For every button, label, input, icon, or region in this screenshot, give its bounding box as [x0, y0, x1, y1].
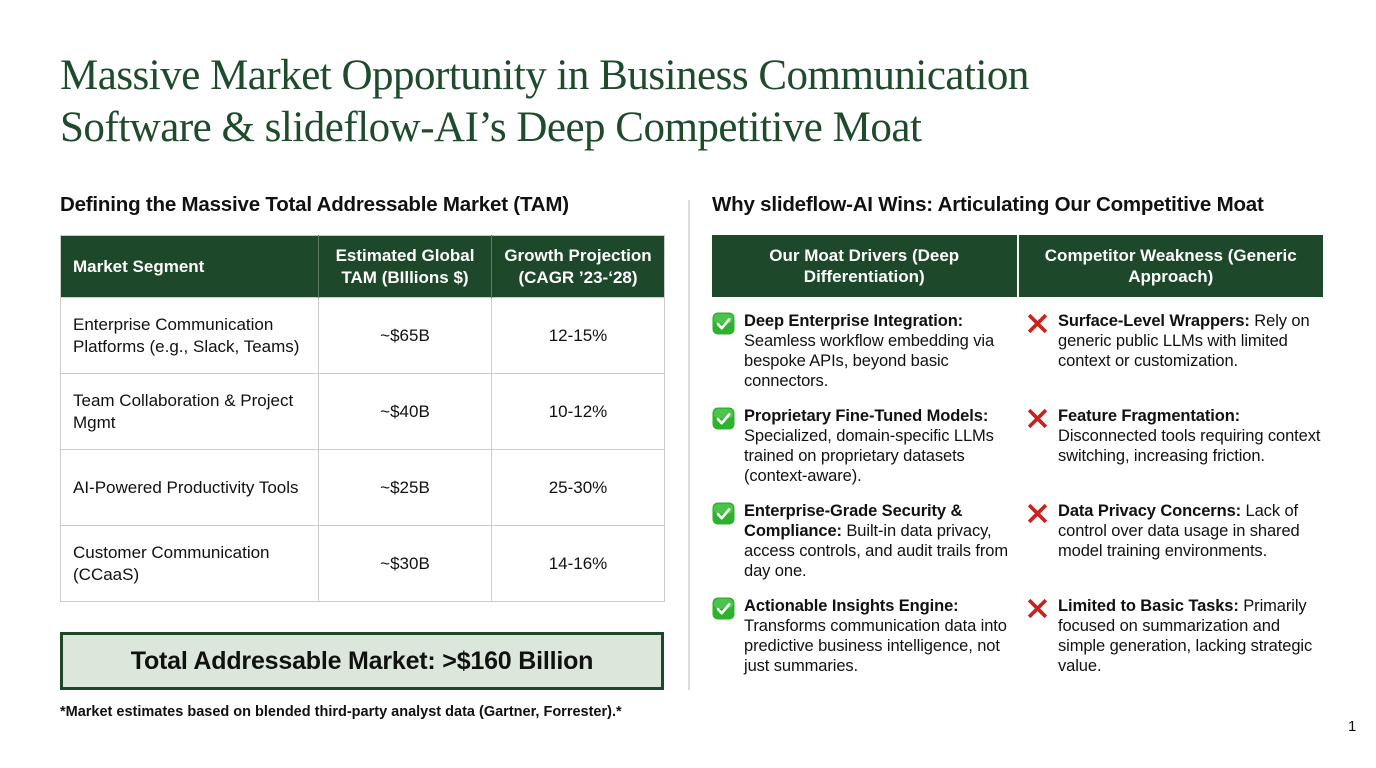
moat-weakness-body: Lack of control over data usage in share… — [1058, 502, 1300, 560]
moat-header-row: Our Moat Drivers (Deep Differentiation) … — [712, 235, 1323, 297]
moat-weakness-body: Rely on generic public LLMs with limited… — [1058, 312, 1310, 370]
moat-weakness-title: Limited to Basic Tasks: — [1058, 597, 1239, 615]
moat-driver-body: Built-in data privacy, access controls, … — [744, 522, 1008, 580]
moat-weakness-cell: Feature Fragmentation: Disconnected tool… — [1026, 406, 1323, 486]
cross-icon — [1027, 313, 1048, 334]
growth-cell: 12-15% — [491, 297, 665, 374]
tam-cell: ~$40B — [318, 373, 492, 450]
moat-weakness-body: Primarily focused on summarization and s… — [1058, 597, 1313, 675]
segment-cell: Customer Communication (CCaaS) — [60, 525, 319, 602]
column-divider — [688, 200, 690, 690]
tam-header-tam: Estimated Global TAM (BIllions $) — [318, 235, 492, 298]
moat-row: Proprietary Fine-Tuned Models: Specializ… — [712, 406, 1323, 486]
moat-rows: Deep Enterprise Integration: Seamless wo… — [712, 311, 1323, 676]
moat-weakness-text: Limited to Basic Tasks: Primarily focuse… — [1058, 596, 1323, 676]
tam-table: Market Segment Estimated Global TAM (BIl… — [60, 235, 665, 602]
moat-row: Enterprise-Grade Security & Compliance: … — [712, 501, 1323, 581]
tam-header-segment: Market Segment — [60, 235, 319, 298]
growth-cell: 14-16% — [491, 525, 665, 602]
moat-row: Actionable Insights Engine: Transforms c… — [712, 596, 1323, 676]
moat-driver-text: Proprietary Fine-Tuned Models: Specializ… — [744, 406, 1009, 486]
table-row: AI-Powered Productivity Tools ~$25B 25-3… — [60, 449, 665, 526]
moat-header-weakness: Competitor Weakness (Generic Approach) — [1044, 245, 1297, 286]
table-row: Customer Communication (CCaaS) ~$30B 14-… — [60, 525, 665, 602]
moat-driver-title: Proprietary Fine-Tuned Models: — [744, 407, 989, 425]
market-estimates-footnote: *Market estimates based on blended third… — [60, 704, 622, 720]
moat-driver-body: Specialized, domain-specific LLMs traine… — [744, 427, 994, 485]
cross-icon — [1027, 598, 1048, 619]
moat-driver-text: Actionable Insights Engine: Transforms c… — [744, 596, 1009, 676]
moat-weakness-body: Disconnected tools requiring context swi… — [1058, 427, 1321, 465]
tam-cell: ~$65B — [318, 297, 492, 374]
moat-driver-title: Enterprise-Grade Security & Compliance: — [744, 502, 963, 540]
moat-weakness-cell: Surface-Level Wrappers: Rely on generic … — [1026, 311, 1323, 391]
moat-driver-cell: Deep Enterprise Integration: Seamless wo… — [712, 311, 1009, 391]
segment-cell: Team Collaboration & Project Mgmt — [60, 373, 319, 450]
slide-title-line1: Massive Market Opportunity in Business C… — [60, 52, 1029, 99]
moat-weakness-text: Data Privacy Concerns: Lack of control o… — [1058, 501, 1323, 561]
total-addressable-market-callout: Total Addressable Market: >$160 Billion — [60, 632, 664, 690]
cross-icon — [1027, 408, 1048, 429]
table-row: Team Collaboration & Project Mgmt ~$40B … — [60, 373, 665, 450]
moat-weakness-text: Surface-Level Wrappers: Rely on generic … — [1058, 311, 1323, 371]
tam-cell: ~$30B — [318, 525, 492, 602]
tam-section: Defining the Massive Total Addressable M… — [60, 193, 665, 720]
moat-weakness-cell: Limited to Basic Tasks: Primarily focuse… — [1026, 596, 1323, 676]
tam-table-header-row: Market Segment Estimated Global TAM (BIl… — [60, 235, 665, 298]
moat-row: Deep Enterprise Integration: Seamless wo… — [712, 311, 1323, 391]
moat-weakness-title: Data Privacy Concerns: — [1058, 502, 1242, 520]
growth-cell: 25-30% — [491, 449, 665, 526]
growth-cell: 10-12% — [491, 373, 665, 450]
moat-driver-cell: Enterprise-Grade Security & Compliance: … — [712, 501, 1009, 581]
moat-driver-cell: Actionable Insights Engine: Transforms c… — [712, 596, 1009, 676]
slide-title: Massive Market Opportunity in Business C… — [60, 50, 1280, 155]
check-icon — [712, 312, 735, 335]
moat-driver-text: Deep Enterprise Integration: Seamless wo… — [744, 311, 1009, 391]
slide-title-line2: Software & slideflow-AI’s Deep Competiti… — [60, 104, 922, 152]
tam-heading: Defining the Massive Total Addressable M… — [60, 193, 569, 216]
moat-driver-cell: Proprietary Fine-Tuned Models: Specializ… — [712, 406, 1009, 486]
moat-weakness-text: Feature Fragmentation: Disconnected tool… — [1058, 406, 1323, 466]
segment-cell: AI-Powered Productivity Tools — [60, 449, 319, 526]
tam-header-growth: Growth Projection (CAGR ’23-‘28) — [491, 235, 665, 298]
moat-heading: Why slideflow-AI Wins: Articulating Our … — [712, 193, 1264, 216]
tam-cell: ~$25B — [318, 449, 492, 526]
moat-driver-title: Actionable Insights Engine: — [744, 597, 959, 615]
moat-section: Why slideflow-AI Wins: Articulating Our … — [712, 193, 1323, 676]
check-icon — [712, 502, 735, 525]
moat-driver-text: Enterprise-Grade Security & Compliance: … — [744, 501, 1009, 581]
page-number: 1 — [1348, 718, 1357, 735]
moat-driver-title: Deep Enterprise Integration: — [744, 312, 964, 330]
segment-cell: Enterprise Communication Platforms (e.g.… — [60, 297, 319, 374]
cross-icon — [1027, 503, 1048, 524]
moat-weakness-cell: Data Privacy Concerns: Lack of control o… — [1026, 501, 1323, 581]
check-icon — [712, 597, 735, 620]
check-icon — [712, 407, 735, 430]
moat-driver-body: Seamless workflow embedding via bespoke … — [744, 332, 995, 390]
moat-weakness-title: Surface-Level Wrappers: — [1058, 312, 1250, 330]
table-row: Enterprise Communication Platforms (e.g.… — [60, 297, 665, 374]
moat-header-drivers: Our Moat Drivers (Deep Differentiation) — [712, 235, 1019, 297]
moat-driver-body: Transforms communication data into predi… — [744, 617, 1007, 675]
moat-weakness-title: Feature Fragmentation: — [1058, 407, 1241, 425]
